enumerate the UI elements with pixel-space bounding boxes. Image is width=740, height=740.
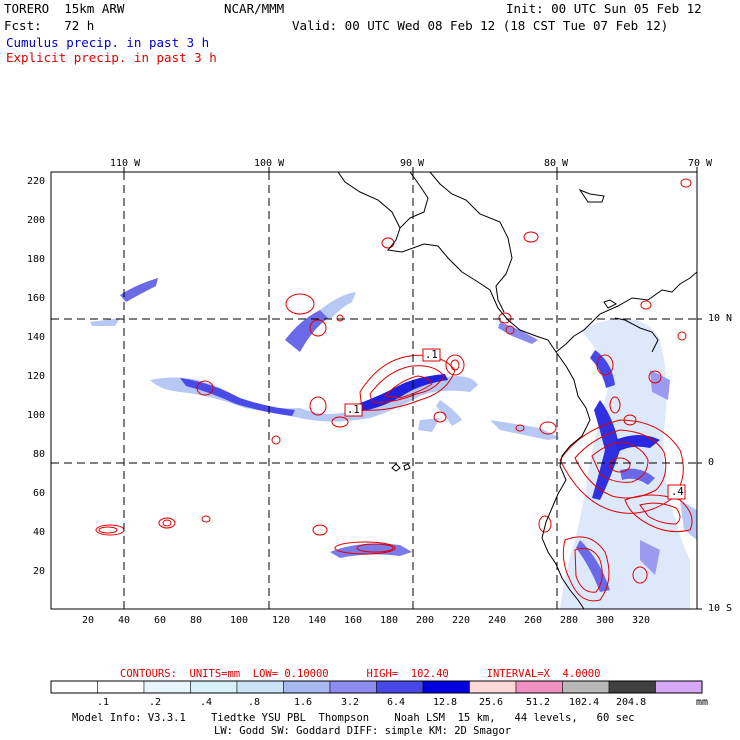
explicit-legend-label: Explicit precip. in past 3 h <box>6 50 217 65</box>
x-tick-label: 180 <box>380 615 399 626</box>
map-frame <box>50 171 698 610</box>
y-tick-label: 60 <box>33 488 46 499</box>
forecast-hour: Fcst: 72 h <box>4 18 95 33</box>
contour-label: .1 <box>425 349 438 361</box>
scale-cell <box>283 680 331 694</box>
x-tick-label: 80 <box>190 615 203 626</box>
x-tick-label: 200 <box>416 615 435 626</box>
scale-cell <box>422 680 470 694</box>
axis-ticks <box>123 167 702 610</box>
x-tick-label: 160 <box>344 615 363 626</box>
y-tick-label: 200 <box>27 215 46 226</box>
y-tick-label: 160 <box>27 293 46 304</box>
x-tick-label: 60 <box>154 615 167 626</box>
cumulus-legend-label: Cumulus precip. in past 3 h <box>6 35 210 50</box>
scale-cell <box>655 680 703 694</box>
x-tick-label: 220 <box>452 615 471 626</box>
scale-label: .8 <box>248 697 261 708</box>
scale-label: 12.8 <box>433 697 458 708</box>
contours-info: CONTOURS: UNITS=mm LOW= 0.10000 HIGH= 10… <box>120 668 601 680</box>
lat-label: 0 <box>708 457 715 468</box>
lat-label: 10 N <box>708 313 733 324</box>
scale-label: .1 <box>97 697 110 708</box>
scale-label: 25.6 <box>479 697 504 708</box>
scale-cell <box>515 680 563 694</box>
y-tick-label: 20 <box>33 566 46 577</box>
scale-cell <box>608 680 656 694</box>
explicit-precip-contours <box>95 178 693 602</box>
scale-cell <box>236 680 284 694</box>
contour-label-boxes <box>344 348 686 500</box>
model-title: TORERO 15km ARW <box>4 1 125 16</box>
organization-label: NCAR/MMM <box>224 1 285 16</box>
scale-label: .4 <box>200 697 213 708</box>
init-time: Init: 00 UTC Sun 05 Feb 12 <box>506 1 702 16</box>
lon-label: 70 W <box>688 158 713 169</box>
y-tick-label: 220 <box>27 176 46 187</box>
x-tick-label: 100 <box>230 615 249 626</box>
scale-label: 1.6 <box>294 697 313 708</box>
contour-label: .1 <box>347 404 360 416</box>
scale-unit: mm <box>696 697 709 708</box>
lon-label: 100 W <box>254 158 285 169</box>
x-tick-label: 240 <box>488 615 507 626</box>
model-info-line-1: Model Info: V3.3.1 Tiedtke YSU PBL Thomp… <box>72 712 635 724</box>
lon-label: 80 W <box>544 158 569 169</box>
gridlines <box>51 172 697 609</box>
lat-label: 10 S <box>708 603 733 614</box>
x-tick-label: 120 <box>272 615 291 626</box>
y-tick-label: 180 <box>27 254 46 265</box>
scale-label: 204.8 <box>616 697 647 708</box>
model-info-line-2: LW: Godd SW: Goddard DIFF: simple KM: 2D… <box>214 725 512 737</box>
y-tick-label: 80 <box>33 449 46 460</box>
x-tick-label: 320 <box>632 615 651 626</box>
x-tick-label: 20 <box>82 615 95 626</box>
contour-label: .4 <box>671 486 684 498</box>
y-tick-label: 40 <box>33 527 46 538</box>
scale-cell <box>376 680 424 694</box>
lon-label: 90 W <box>400 158 425 169</box>
scale-cell <box>190 680 238 694</box>
scale-label: 51.2 <box>526 697 551 708</box>
x-tick-label: 140 <box>308 615 327 626</box>
scale-cell <box>329 680 377 694</box>
scale-label: .2 <box>149 697 162 708</box>
y-tick-label: 140 <box>27 332 46 343</box>
y-tick-label: 100 <box>27 410 46 421</box>
scale-label: 3.2 <box>341 697 360 708</box>
scale-cell <box>50 680 98 694</box>
scale-cell <box>97 680 145 694</box>
lon-label: 110 W <box>110 158 141 169</box>
scale-cell <box>562 680 610 694</box>
x-tick-label: 260 <box>524 615 543 626</box>
x-tick-label: 300 <box>596 615 615 626</box>
scale-cell <box>143 680 191 694</box>
scale-label: 102.4 <box>569 697 600 708</box>
coastlines <box>337 172 697 609</box>
valid-time: Valid: 00 UTC Wed 08 Feb 12 (18 CST Tue … <box>292 18 669 33</box>
scale-label: 6.4 <box>387 697 406 708</box>
x-tick-label: 40 <box>118 615 131 626</box>
y-tick-label: 120 <box>27 371 46 382</box>
scale-cell <box>469 680 517 694</box>
x-tick-label: 280 <box>560 615 579 626</box>
